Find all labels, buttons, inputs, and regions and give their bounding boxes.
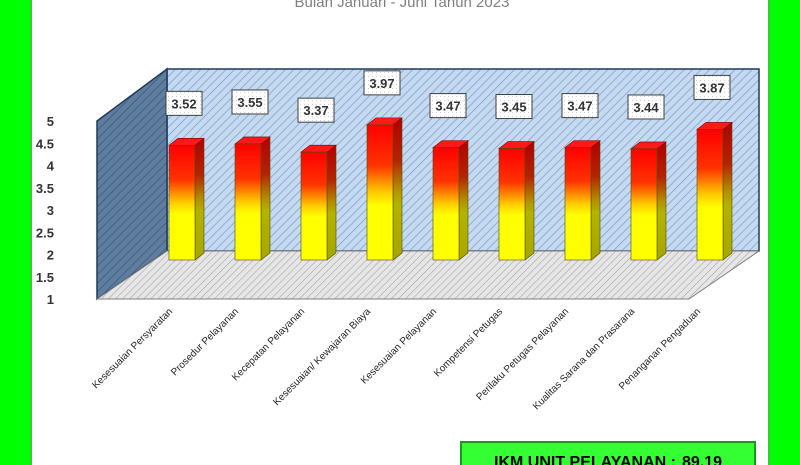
bar [366, 124, 394, 261]
data-label-box [561, 93, 599, 119]
data-label-box [165, 90, 203, 116]
x-tick-label: Kesesuaian Pelayanan [359, 306, 439, 386]
bars: 3.52 3.55 3.37 3.97 3.47 3.45 3.47 3.44 3.87 [165, 70, 733, 261]
bar [234, 143, 262, 261]
y-tick-label: 1.5 [36, 270, 54, 285]
data-label-box [495, 94, 533, 120]
bar-side [458, 140, 469, 261]
y-tick-label: 5 [47, 114, 54, 129]
y-tick-label: 4 [47, 159, 55, 174]
y-tick-label: 2 [47, 248, 54, 263]
chart-subtitle: Bulan Januari - Juni Tahun 2023 [295, 0, 510, 11]
chart-floor [95, 250, 761, 300]
data-label: 3.37 [303, 103, 328, 118]
y-tick-label: 3 [47, 203, 54, 218]
ikm-summary-value: 89.19 [681, 454, 722, 465]
data-label: 3.52 [171, 96, 196, 111]
bar-side [326, 144, 337, 261]
bar [300, 151, 328, 261]
bar [696, 129, 724, 261]
bar-side [260, 136, 271, 261]
bar [498, 148, 526, 261]
data-label-box [693, 74, 731, 100]
bar [630, 148, 658, 261]
data-label: 3.47 [435, 99, 460, 114]
y-tick-label: 1 [47, 292, 54, 307]
data-label: 3.45 [501, 100, 526, 115]
data-label-box [297, 97, 335, 123]
data-label-box [363, 70, 401, 96]
y-tick-label: 2.5 [36, 225, 54, 240]
bar [168, 145, 196, 261]
y-axis: 1 1.5 2 2.5 3 3.5 4 4.5 5 [36, 114, 55, 307]
x-tick-label: Kecepatan Pelayanan [230, 306, 307, 383]
chart-panel: Bulan Januari - Juni Tahun 2023 1 1.5 2 2.5… [30, 0, 770, 465]
bar-chart: Bulan Januari - Juni Tahun 2023 1 1.5 2 2.5… [36, 0, 761, 412]
data-label-box [627, 94, 665, 120]
data-label-box [231, 89, 269, 115]
bar-side [656, 141, 667, 261]
bar-side [722, 121, 733, 261]
data-label-box [429, 93, 467, 119]
bar [564, 147, 592, 261]
bar [432, 147, 460, 261]
ikm-summary-box: IKM UNIT PELAYANAN : 89.19 [460, 441, 756, 465]
x-tick-label: Kesesuaian Persyaratan [90, 306, 175, 391]
data-label: 3.97 [369, 76, 394, 91]
bar-side [524, 140, 535, 261]
data-label: 3.55 [237, 95, 262, 110]
y-tick-label: 4.5 [36, 136, 54, 151]
bar-side [194, 137, 205, 261]
bar-side [392, 117, 403, 261]
x-tick-label: Kompetensi Petugas [432, 306, 505, 379]
data-label: 3.87 [699, 80, 724, 95]
data-label: 3.47 [567, 99, 592, 114]
ikm-summary-label: IKM UNIT PELAYANAN : [494, 454, 676, 465]
x-tick-label: Prosedur Pelayanan [169, 306, 241, 378]
bar-side [590, 140, 601, 261]
data-label: 3.44 [633, 100, 659, 115]
y-tick-label: 3.5 [36, 181, 54, 196]
